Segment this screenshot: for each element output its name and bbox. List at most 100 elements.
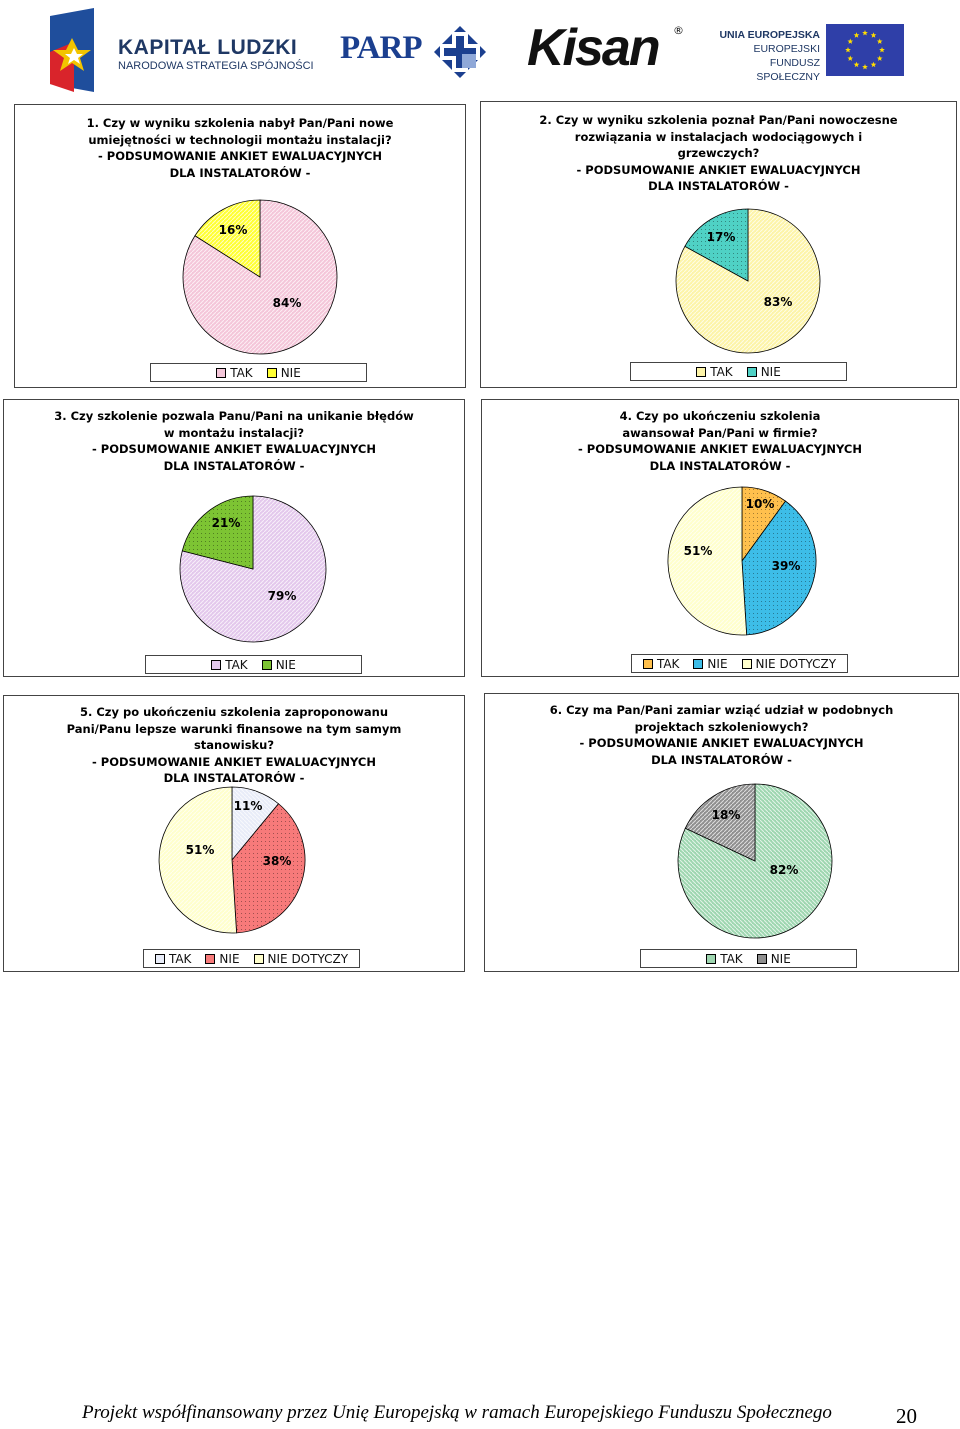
chart-legend: TAK NIE NIE DOTYCZY — [631, 654, 848, 673]
legend-item: NIE DOTYCZY — [741, 656, 837, 671]
legend-label: TAK — [168, 951, 192, 966]
eu-star-icon — [870, 32, 877, 38]
legend-label: NIE DOTYCZY — [755, 656, 837, 671]
page-number: 20 — [896, 1404, 917, 1428]
chart-title-line: projektach szkoleniowych? — [634, 719, 809, 734]
chart-panel-3: 3. Czy szkolenie pozwala Panu/Pani na un… — [3, 399, 465, 677]
chart-title-line: 6. Czy ma Pan/Pani zamiar wziąć udział w… — [549, 703, 894, 717]
legend-item: NIE — [261, 657, 296, 672]
chart-title-line: DLA INSTALATORÓW - — [163, 771, 305, 785]
chart-legend: TAK NIE NIE DOTYCZY — [143, 949, 360, 968]
eu-star-icon — [862, 64, 868, 70]
chart-title-line: 1. Czy w wyniku szkolenia nabył Pan/Pani… — [86, 116, 394, 130]
chart-title: 2. Czy w wyniku szkolenia poznał Pan/Pan… — [481, 112, 956, 195]
legend-item: NIE — [746, 364, 781, 379]
legend-swatch — [253, 953, 264, 964]
legend-label: NIE — [760, 364, 781, 379]
parp-logo: PARP — [340, 24, 490, 80]
chart-title-line: - PODSUMOWANIE ANKIET EWALUACYJNYCH — [98, 149, 382, 163]
chart-title: 6. Czy ma Pan/Pani zamiar wziąć udział w… — [485, 702, 958, 768]
chart-title-line: - PODSUMOWANIE ANKIET EWALUACYJNYCH — [578, 442, 862, 456]
chart-legend: TAK NIE — [145, 655, 362, 674]
legend-label: TAK — [230, 365, 253, 380]
legend-item: TAK — [216, 365, 253, 380]
eu-star-icon — [853, 32, 860, 38]
chart-title-line: umiejętności w technologii montażu insta… — [88, 132, 392, 147]
legend-item: NIE — [205, 951, 240, 966]
legend-label: NIE DOTYCZY — [267, 951, 349, 966]
legend-swatch — [211, 659, 222, 670]
chart-title: 4. Czy po ukończeniu szkolenia awansował … — [482, 408, 958, 474]
legend-label: NIE — [707, 656, 728, 671]
legend-item: TAK — [696, 365, 733, 379]
eu-star-icon — [876, 38, 883, 44]
chart-panel-1: 1. Czy w wyniku szkolenia nabył Pan/Pani… — [14, 104, 466, 388]
eu-text: UNIA EUROPEJSKA EUROPEJSKI FUNDUSZ SPOŁE… — [710, 28, 820, 84]
eu-star-icon — [862, 30, 868, 36]
legend-item: TAK — [642, 656, 680, 671]
chart-legend: TAK NIE — [150, 363, 367, 382]
legend-item: NIE — [756, 951, 791, 966]
kapital-ludzki-subtitle: NARODOWA STRATEGIA SPÓJNOŚCI — [118, 60, 314, 72]
chart-title-line: Pani/Panu lepsze warunki finansowe na ty… — [66, 721, 402, 736]
chart-title-line: DLA INSTALATORÓW - — [163, 458, 305, 473]
kapital-ludzki-flag-icon — [50, 8, 94, 92]
eu-star-icon — [879, 47, 885, 53]
eu-star-icon — [847, 55, 854, 61]
legend-item: TAK — [154, 951, 192, 966]
chart-title-line: DLA INSTALATORÓW - — [651, 752, 792, 767]
legend-swatch — [266, 367, 277, 378]
legend-label: NIE — [770, 951, 791, 966]
legend-label: NIE — [219, 951, 240, 966]
chart-title: 3. Czy szkolenie pozwala Panu/Pani na un… — [4, 408, 464, 474]
eu-flag-icon — [826, 24, 904, 76]
legend-swatch — [205, 953, 216, 964]
chart-title-line: 5. Czy po ukończeniu szkolenia zapropono… — [79, 705, 389, 719]
legend-swatch — [756, 953, 767, 964]
legend-swatch — [693, 658, 704, 669]
kisan-text: Kisan — [527, 19, 661, 77]
eu-star-icon — [853, 61, 860, 68]
chart-panel-6: 6. Czy ma Pan/Pani zamiar wziąć udział w… — [484, 693, 959, 972]
chart-title-line: - PODSUMOWANIE ANKIET EWALUACYJNYCH — [579, 736, 864, 750]
parp-mark-icon — [434, 26, 486, 78]
legend-label: TAK — [720, 951, 743, 966]
chart-title-line: DLA INSTALATORÓW - — [169, 165, 311, 180]
eu-star-icon — [870, 61, 877, 68]
legend-item: TAK — [211, 657, 248, 672]
legend-swatch — [741, 658, 752, 669]
legend-swatch — [216, 367, 227, 378]
legend-item: NIE — [693, 656, 728, 671]
eu-star-icon — [876, 55, 883, 61]
eu-star-icon — [847, 38, 854, 44]
chart-title: 1. Czy w wyniku szkolenia nabył Pan/Pani… — [15, 115, 465, 181]
chart-title: 5. Czy po ukończeniu szkolenia zapropono… — [4, 704, 464, 787]
eu-text-line2: EUROPEJSKI — [753, 43, 820, 55]
legend-item: NIE DOTYCZY — [253, 951, 349, 966]
legend-swatch — [261, 659, 272, 670]
legend-swatch — [746, 366, 757, 377]
chart-panel-5: 5. Czy po ukończeniu szkolenia zapropono… — [3, 695, 465, 972]
chart-title-line: 4. Czy po ukończeniu szkolenia — [619, 409, 821, 423]
chart-legend: TAK NIE — [640, 949, 857, 968]
legend-label: NIE — [275, 657, 296, 672]
kapital-ludzki-title: KAPITAŁ LUDZKI — [118, 36, 298, 59]
legend-label: NIE — [280, 365, 301, 380]
chart-title-line: awansował Pan/Pani w firmie? — [622, 425, 818, 440]
chart-legend: TAK NIE — [630, 362, 847, 381]
legend-label: TAK — [225, 657, 248, 672]
chart-title-line: 3. Czy szkolenie pozwala Panu/Pani na un… — [54, 409, 414, 423]
chart-title-line: 2. Czy w wyniku szkolenia poznał Pan/Pan… — [539, 113, 898, 127]
chart-title-line: - PODSUMOWANIE ANKIET EWALUACYJNYCH — [92, 442, 376, 456]
eu-text-line3: FUNDUSZ SPOŁECZNY — [756, 57, 820, 83]
legend-label: TAK — [656, 656, 680, 671]
parp-text: PARP — [340, 30, 423, 66]
chart-panel-4: 4. Czy po ukończeniu szkolenia awansował … — [481, 399, 959, 677]
chart-panel-2: 2. Czy w wyniku szkolenia poznał Pan/Pan… — [480, 101, 957, 388]
legend-swatch — [696, 366, 707, 377]
legend-swatch — [706, 953, 717, 964]
chart-title-line: - PODSUMOWANIE ANKIET EWALUACYJNYCH — [92, 754, 376, 769]
eu-logo: UNIA EUROPEJSKA EUROPEJSKI FUNDUSZ SPOŁE… — [710, 24, 910, 83]
legend-swatch — [642, 658, 653, 669]
kisan-logo: Kisan ® — [527, 19, 687, 80]
